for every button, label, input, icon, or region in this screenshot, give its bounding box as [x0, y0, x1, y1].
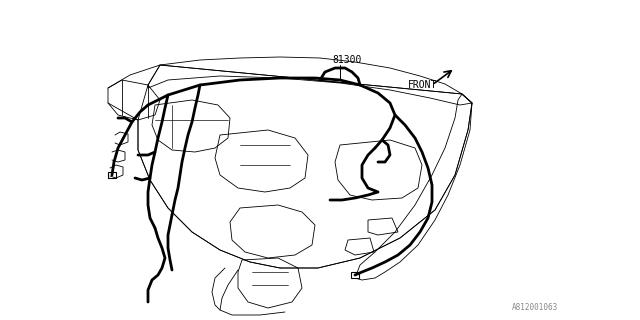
- Text: A812001063: A812001063: [512, 303, 558, 313]
- Bar: [108, 172, 116, 178]
- Text: 81300: 81300: [332, 55, 362, 65]
- Bar: [351, 272, 359, 278]
- Text: FRONT: FRONT: [408, 80, 437, 90]
